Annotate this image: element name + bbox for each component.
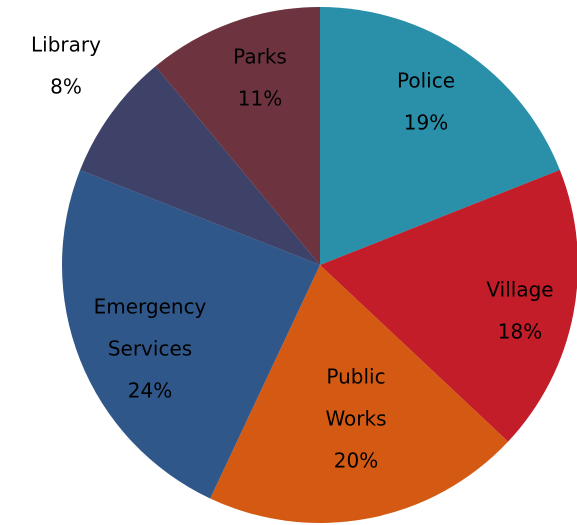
pie-slice-village [320,170,577,442]
slice-category-label: Library [31,33,101,57]
slice-category-label: Police [397,69,455,93]
slice-value-label: 8% [50,75,82,99]
pie-labels: Police 19% Village 18% Public Works 20% Emergen… [31,33,554,473]
slice-category-label: Emergency [94,295,207,319]
pie-slice-emergency-services [61,170,320,499]
slice-value-label: 18% [498,320,542,344]
slice-category-label: Public [326,365,385,389]
slice-value-label: 24% [128,379,172,403]
slice-value-label: 11% [238,87,282,111]
pie-slice-library [80,66,321,266]
slice-category-label: Village [486,278,553,302]
pie-slice-police [320,7,560,265]
slice-value-label: 19% [404,111,448,135]
pie-slice-public-works [210,265,509,524]
pie-slices [61,7,577,524]
slice-category-label: Services [108,337,192,361]
pie-slice-parks [155,7,320,265]
slice-value-label: 20% [334,449,378,473]
slice-category-label: Parks [233,45,287,69]
slice-category-label: Works [325,407,386,431]
